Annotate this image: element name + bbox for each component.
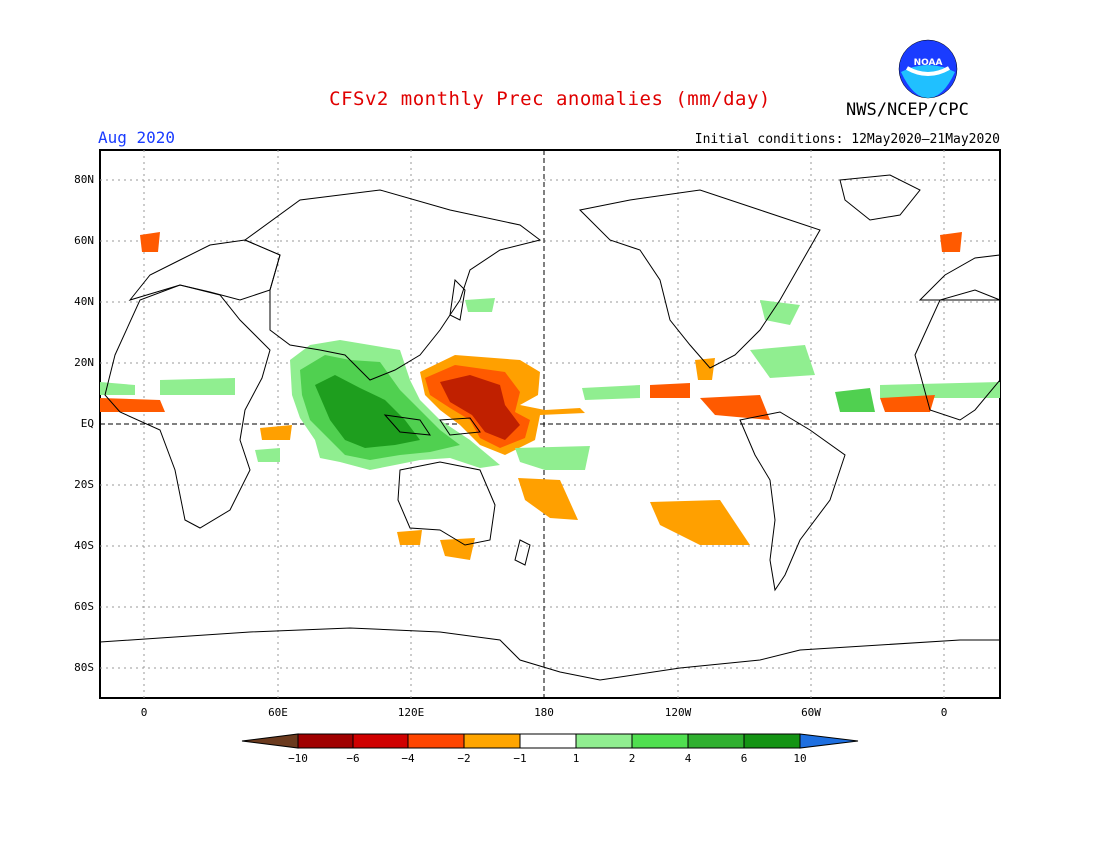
colorbar-label: −1 xyxy=(513,752,527,765)
lat-label-60n: 60N xyxy=(74,234,94,247)
lon-label-0: 0 xyxy=(140,706,148,719)
lat-label-80n: 80N xyxy=(74,173,94,186)
colorbar-label: 6 xyxy=(740,752,748,765)
dry-region-east-pac-2 xyxy=(700,395,770,420)
dry-region-mexico xyxy=(695,358,715,380)
lon-label-120w: 120W xyxy=(664,706,692,719)
gridlines xyxy=(100,150,1000,698)
wet-region-atlantic xyxy=(835,388,875,412)
dry-region-se-pac xyxy=(650,500,750,545)
lon-label-120e: 120E xyxy=(397,706,425,719)
wet-region-indian-core xyxy=(315,375,420,448)
dry-region-australia-south xyxy=(397,530,422,545)
colorbar-label: −6 xyxy=(346,752,360,765)
wet-region-nw-pac xyxy=(465,298,495,312)
dry-region-scandinavia-2 xyxy=(940,232,962,252)
colorbar-label: 1 xyxy=(572,752,580,765)
chart-title: CFSv2 monthly Prec anomalies (mm/day) xyxy=(329,88,771,110)
wet-region-gulf-stream xyxy=(760,300,800,325)
lon-label-60w: 60W xyxy=(801,706,821,719)
colorbar-label: −2 xyxy=(457,752,471,765)
noaa-logo-text: NOAA xyxy=(914,58,943,68)
wet-region-caribbean xyxy=(750,345,815,378)
wet-region-africa-west xyxy=(100,382,135,395)
dry-region-south-pac xyxy=(518,478,578,520)
dry-region-gulf-guinea xyxy=(880,395,935,412)
lon-label-0-right: 0 xyxy=(940,706,948,719)
dry-region-tasman xyxy=(440,538,475,560)
lat-label-40n: 40N xyxy=(74,295,94,308)
anomaly-shading xyxy=(100,232,1000,560)
colorbar-label: 2 xyxy=(628,752,636,765)
wet-region-pac-band xyxy=(582,385,640,400)
reference-lines xyxy=(100,150,1000,698)
lat-label-60s: 60S xyxy=(74,600,94,613)
colorbar-label: −10 xyxy=(288,752,308,765)
wet-region-atlantic-band xyxy=(880,382,1000,398)
organization-label: NWS/NCEP/CPC xyxy=(846,100,969,120)
lat-label-eq: EQ xyxy=(80,417,94,430)
dry-region-east-pac xyxy=(650,383,690,398)
dry-region-westpac-core xyxy=(440,375,520,440)
dry-region-w-indian xyxy=(260,425,292,440)
wet-region-sahel xyxy=(160,378,235,395)
colorbar-label: −4 xyxy=(401,752,415,765)
lat-label-20s: 20S xyxy=(74,478,94,491)
dry-region-scandinavia xyxy=(140,232,160,252)
colorbar-label: 4 xyxy=(684,752,692,765)
wet-region-south-indian xyxy=(255,448,280,462)
lat-label-80s: 80S xyxy=(74,661,94,674)
initial-conditions: Initial conditions: 12May2020–21May2020 xyxy=(694,132,1000,147)
forecast-month: Aug 2020 xyxy=(98,128,176,147)
coastlines xyxy=(99,174,1001,681)
lat-label-20n: 20N xyxy=(74,356,94,369)
wet-region-central-pac xyxy=(515,446,590,470)
lat-label-40s: 40S xyxy=(74,539,94,552)
noaa-logo: NOAA xyxy=(893,38,963,104)
lon-label-60e: 60E xyxy=(268,706,288,719)
lon-label-180: 180 xyxy=(534,706,554,719)
colorbar-label: 10 xyxy=(793,752,807,765)
